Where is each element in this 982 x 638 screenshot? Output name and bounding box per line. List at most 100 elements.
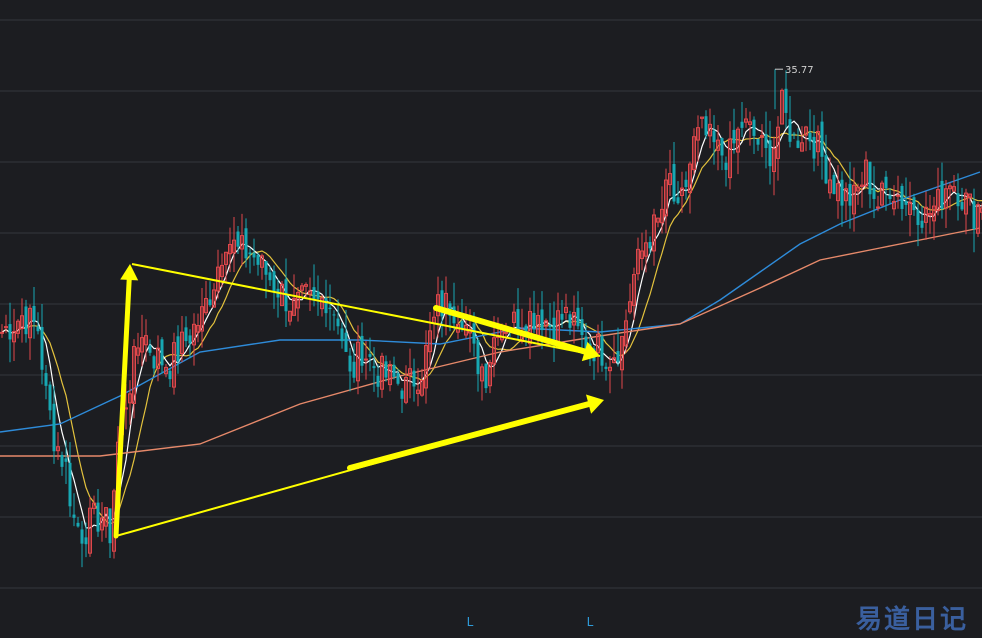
- candle-body: [652, 214, 656, 252]
- candle-body: [756, 138, 760, 145]
- candle-body: [912, 197, 916, 211]
- candle-body: [196, 325, 200, 333]
- candle-body: [924, 206, 928, 223]
- candle-body: [900, 185, 904, 209]
- candle-body: [624, 320, 628, 347]
- candle-body: [404, 376, 408, 403]
- candle-body: [708, 123, 712, 137]
- candle-body: [576, 307, 580, 327]
- candle-body: [180, 331, 184, 355]
- candle-body: [720, 138, 724, 156]
- candle-body: [300, 285, 304, 291]
- candle-body: [628, 301, 632, 313]
- candle-body: [728, 138, 732, 179]
- candle-body: [60, 454, 64, 467]
- triangle-pattern: [113, 263, 604, 539]
- candle-body: [812, 136, 816, 159]
- annotations: 35.77 L L: [467, 65, 814, 629]
- candle-body: [896, 194, 900, 197]
- candle-body: [808, 132, 812, 142]
- candle-body: [748, 121, 752, 125]
- candle-body: [552, 317, 556, 340]
- candle-body: [680, 187, 684, 197]
- candle-body: [340, 328, 344, 342]
- candle-body: [152, 356, 156, 369]
- candle-body: [852, 184, 856, 215]
- candle-body: [584, 336, 588, 351]
- candle-body: [28, 307, 32, 339]
- candle-body: [336, 318, 340, 327]
- candle-body: [332, 314, 336, 316]
- candle-body: [640, 250, 644, 259]
- candle-body: [840, 179, 844, 206]
- candle-body: [76, 522, 80, 527]
- candle-body: [504, 331, 508, 334]
- candle-body: [788, 119, 792, 142]
- candle-body: [940, 180, 944, 209]
- candle-body: [184, 327, 188, 342]
- pattern-arrow-shaft: [113, 277, 132, 539]
- candle-body: [40, 327, 44, 370]
- candle-body: [168, 370, 172, 380]
- candle-body: [920, 220, 924, 228]
- candle-body: [764, 134, 768, 149]
- candle-body: [716, 139, 720, 151]
- candle-body: [460, 321, 464, 330]
- candle-body: [144, 335, 148, 346]
- candle-body: [100, 517, 104, 531]
- candle-body: [96, 502, 100, 532]
- candle-body: [476, 340, 480, 375]
- candle-body: [744, 118, 748, 123]
- candle-body: [848, 183, 852, 206]
- candle-body: [752, 119, 756, 136]
- candle-body: [952, 186, 956, 192]
- candle-body: [572, 312, 576, 326]
- candle-body: [0, 331, 4, 334]
- candle-body: [248, 252, 252, 255]
- candle-body: [136, 347, 140, 356]
- candle-body: [388, 364, 392, 386]
- candle-body: [320, 297, 324, 310]
- candle-body: [408, 368, 412, 376]
- candle-body: [816, 130, 820, 153]
- candle-body: [192, 323, 196, 346]
- candle-body: [492, 337, 496, 365]
- candle-body: [972, 201, 976, 229]
- candle-body: [580, 319, 584, 335]
- candle-body: [364, 358, 368, 361]
- candle-body: [560, 313, 564, 320]
- candle-body: [692, 136, 696, 171]
- candle-body: [964, 192, 968, 215]
- pattern-arrow-head: [586, 394, 604, 414]
- candle-body: [684, 179, 688, 188]
- candle-body: [236, 231, 240, 247]
- candle-body: [712, 130, 716, 143]
- candle-body: [176, 336, 180, 362]
- candle-body: [636, 248, 640, 275]
- candle-body: [420, 379, 424, 396]
- candle-body: [12, 331, 16, 343]
- candle-body: [104, 507, 108, 527]
- candle-body: [360, 335, 364, 366]
- candle-body: [252, 252, 256, 258]
- candle-body: [208, 299, 212, 306]
- candle-body: [888, 195, 892, 199]
- candle-body: [844, 188, 848, 202]
- grid-lines: [0, 19, 982, 589]
- candle-body: [304, 284, 308, 287]
- candle-body: [732, 129, 736, 144]
- candle-body: [540, 309, 544, 331]
- candle-body: [660, 208, 664, 224]
- candle-body: [164, 366, 168, 375]
- candle-body: [872, 187, 876, 199]
- candle-body: [84, 537, 88, 545]
- candle-body: [568, 314, 572, 328]
- candle-body: [968, 193, 972, 199]
- candle-body: [740, 121, 744, 128]
- l-marker: L: [587, 615, 594, 629]
- candle-body: [836, 183, 840, 202]
- candle-body: [224, 251, 228, 265]
- candle-body: [228, 243, 232, 255]
- candle-body: [200, 306, 204, 332]
- candle-body: [516, 309, 520, 335]
